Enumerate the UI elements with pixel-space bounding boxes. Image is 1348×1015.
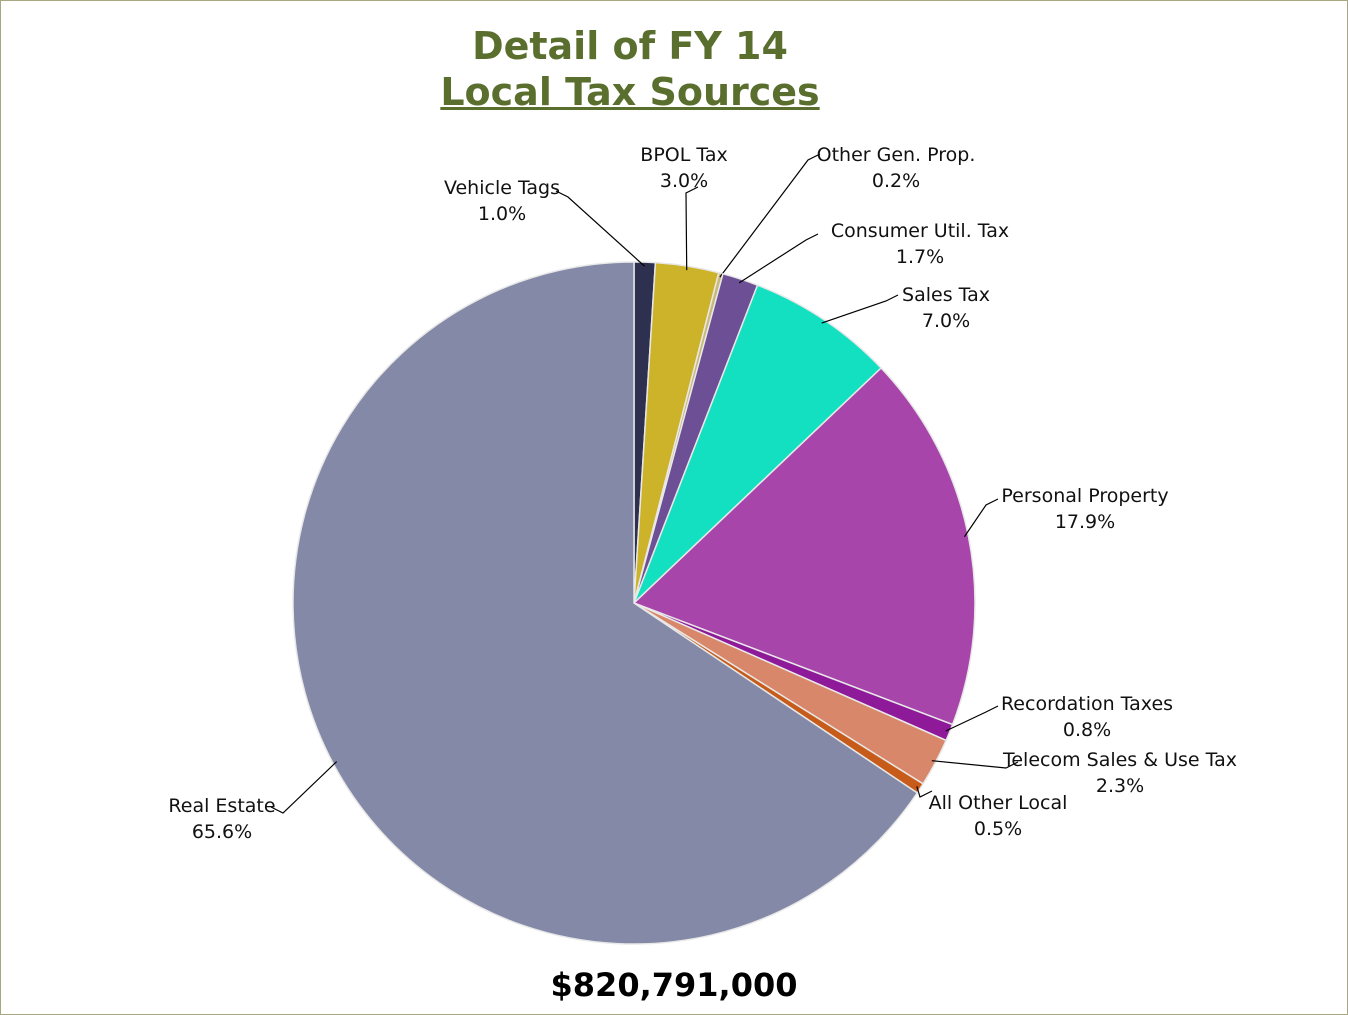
slice-label: Sales Tax 7.0%	[902, 282, 990, 334]
slice-value: 0.8%	[1062, 719, 1112, 741]
leader-line	[555, 190, 645, 267]
slice-value: 2.3%	[1095, 775, 1145, 797]
pie-slice	[633, 284, 883, 604]
slice-value: 17.9%	[1054, 511, 1116, 533]
slice-label: Personal Property 17.9%	[1001, 483, 1168, 535]
slice-value: 0.5%	[973, 818, 1023, 840]
slice-label: All Other Local 0.5%	[929, 790, 1068, 842]
leader-line	[719, 153, 821, 278]
slice-label: Vehicle Tags 1.0%	[444, 175, 560, 227]
slice-value: 1.7%	[895, 246, 945, 268]
total-annotation: $820,791,000	[550, 966, 798, 1004]
leader-line	[916, 786, 933, 798]
slice-value: 65.6%	[191, 821, 253, 843]
slice-name: Recordation Taxes	[1000, 693, 1174, 715]
pie-slice	[292, 261, 919, 945]
leader-line	[270, 761, 338, 814]
slice-label: Recordation Taxes 0.8%	[1001, 691, 1173, 743]
slice-value: 7.0%	[921, 310, 971, 332]
leader-line	[821, 294, 899, 324]
slice-label: Telecom Sales & Use Tax 2.3%	[1003, 747, 1238, 799]
slice-name: Consumer Util. Tax	[830, 220, 1010, 242]
slice-name: Personal Property	[1001, 485, 1169, 507]
slice-name: Real Estate	[168, 795, 276, 817]
slice-name: All Other Local	[928, 792, 1068, 814]
slice-name: Other Gen. Prop.	[816, 144, 976, 166]
chart-title: Detail of FY 14	[472, 24, 788, 68]
slice-label: BPOL Tax 3.0%	[640, 142, 727, 194]
chart-subtitle: Local Tax Sources	[440, 70, 820, 114]
slice-label: Consumer Util. Tax 1.7%	[831, 218, 1009, 270]
slice-value: 0.2%	[871, 170, 921, 192]
leader-line	[738, 233, 819, 284]
slice-name: Vehicle Tags	[443, 177, 561, 199]
leader-line	[963, 498, 999, 538]
slice-value: 3.0%	[659, 170, 709, 192]
leader-line	[945, 705, 999, 732]
slice-value: 1.0%	[477, 203, 527, 225]
leader-line	[931, 760, 1019, 769]
slice-name: Sales Tax	[902, 284, 990, 306]
leader-line	[685, 186, 699, 271]
slice-label: Other Gen. Prop. 0.2%	[817, 142, 976, 194]
slice-name: Telecom Sales & Use Tax	[1002, 749, 1237, 771]
slice-label: Real Estate 65.6%	[168, 793, 275, 845]
slice-name: BPOL Tax	[640, 144, 728, 166]
